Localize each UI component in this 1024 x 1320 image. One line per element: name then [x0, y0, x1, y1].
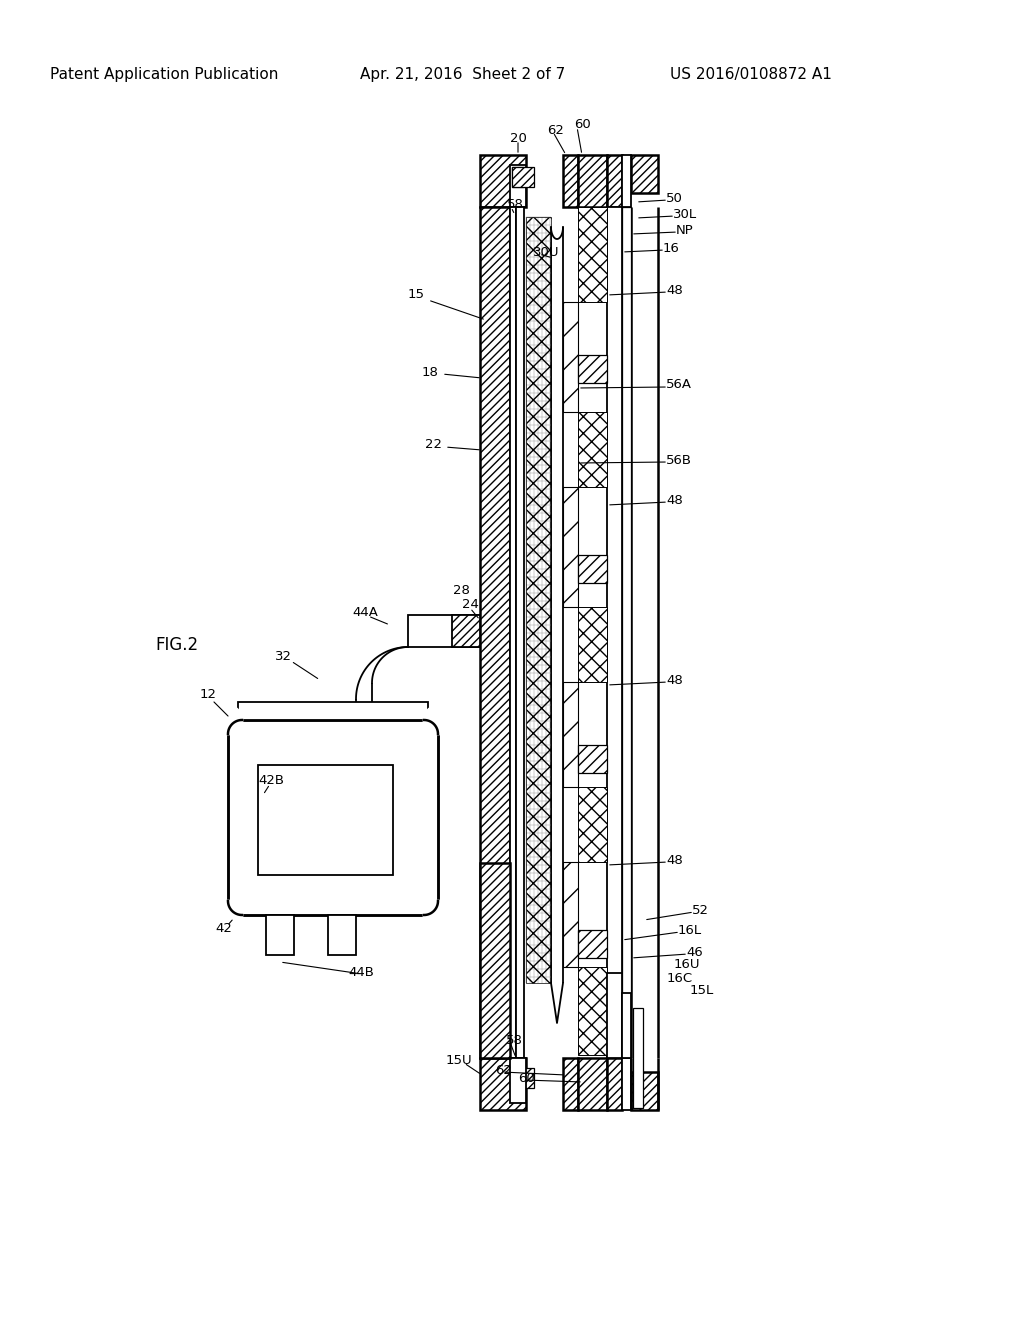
- Bar: [512, 168, 534, 187]
- Bar: [607, 973, 622, 1059]
- Text: 24: 24: [462, 598, 479, 611]
- Text: FIG.2: FIG.2: [155, 636, 198, 653]
- Text: 48: 48: [666, 494, 683, 507]
- Bar: [480, 863, 510, 1059]
- Bar: [258, 766, 393, 875]
- Bar: [480, 1059, 526, 1110]
- Bar: [622, 993, 631, 1059]
- Text: Patent Application Publication: Patent Application Publication: [50, 67, 279, 82]
- Bar: [563, 682, 578, 787]
- Bar: [578, 968, 607, 1055]
- Text: 22: 22: [425, 438, 442, 451]
- Bar: [563, 862, 578, 968]
- Circle shape: [424, 902, 452, 929]
- Bar: [563, 1059, 578, 1110]
- Text: 44B: 44B: [348, 965, 374, 978]
- Bar: [578, 207, 607, 302]
- Bar: [238, 702, 428, 719]
- Text: 60: 60: [518, 1072, 535, 1085]
- Text: 30L: 30L: [673, 207, 697, 220]
- Text: 16U: 16U: [674, 958, 700, 972]
- Bar: [622, 154, 631, 207]
- Text: 15L: 15L: [690, 983, 715, 997]
- Bar: [578, 412, 607, 487]
- Bar: [408, 615, 480, 647]
- Text: 16: 16: [663, 242, 680, 255]
- Text: 15U: 15U: [446, 1053, 473, 1067]
- Text: 46: 46: [686, 945, 702, 958]
- Bar: [631, 1072, 658, 1110]
- Bar: [510, 165, 526, 207]
- Text: 32: 32: [275, 649, 292, 663]
- Bar: [578, 607, 607, 682]
- Text: 16C: 16C: [667, 972, 693, 985]
- Bar: [622, 1059, 631, 1110]
- Bar: [512, 1068, 534, 1088]
- Text: 48: 48: [666, 673, 683, 686]
- Text: 44A: 44A: [352, 606, 378, 619]
- Text: 42: 42: [215, 921, 231, 935]
- Bar: [510, 1059, 526, 1104]
- Bar: [607, 207, 622, 1059]
- Text: 56B: 56B: [666, 454, 692, 466]
- Bar: [480, 154, 526, 207]
- Text: 15: 15: [408, 289, 425, 301]
- Bar: [228, 719, 438, 915]
- Bar: [526, 216, 551, 983]
- Circle shape: [214, 902, 242, 929]
- Bar: [266, 915, 294, 954]
- Bar: [328, 915, 356, 954]
- Text: 16L: 16L: [678, 924, 702, 936]
- Bar: [512, 168, 524, 187]
- Bar: [578, 554, 607, 583]
- Bar: [526, 216, 551, 983]
- Bar: [563, 154, 578, 207]
- Text: 42B: 42B: [258, 774, 284, 787]
- Text: 62: 62: [495, 1064, 512, 1077]
- Bar: [578, 1059, 607, 1110]
- Bar: [452, 615, 480, 647]
- Text: 62: 62: [547, 124, 564, 136]
- Text: 30U: 30U: [534, 246, 559, 259]
- Bar: [510, 207, 516, 1059]
- Text: 28: 28: [453, 583, 470, 597]
- Bar: [480, 207, 510, 1059]
- Bar: [607, 154, 622, 207]
- Bar: [631, 154, 658, 193]
- Text: 48: 48: [666, 854, 683, 866]
- Text: 52: 52: [692, 903, 709, 916]
- Bar: [516, 207, 524, 1059]
- Circle shape: [424, 706, 452, 734]
- Bar: [633, 1008, 643, 1107]
- Bar: [563, 487, 578, 607]
- Circle shape: [214, 706, 242, 734]
- Bar: [563, 302, 578, 412]
- Text: 56A: 56A: [666, 379, 692, 392]
- Text: 58: 58: [507, 198, 524, 211]
- Text: 12: 12: [200, 689, 217, 701]
- Bar: [578, 154, 607, 207]
- Text: NP: NP: [676, 223, 693, 236]
- Text: Apr. 21, 2016  Sheet 2 of 7: Apr. 21, 2016 Sheet 2 of 7: [360, 67, 565, 82]
- Bar: [578, 744, 607, 774]
- Text: 20: 20: [510, 132, 527, 144]
- Bar: [578, 931, 607, 958]
- Bar: [578, 787, 607, 862]
- Bar: [607, 1059, 622, 1110]
- Text: 50: 50: [666, 191, 683, 205]
- Bar: [578, 355, 607, 383]
- Text: 58: 58: [506, 1034, 523, 1047]
- Text: 48: 48: [666, 284, 683, 297]
- Text: 60: 60: [574, 119, 591, 132]
- Bar: [622, 207, 631, 1059]
- Text: US 2016/0108872 A1: US 2016/0108872 A1: [670, 67, 831, 82]
- Text: 18: 18: [422, 366, 439, 379]
